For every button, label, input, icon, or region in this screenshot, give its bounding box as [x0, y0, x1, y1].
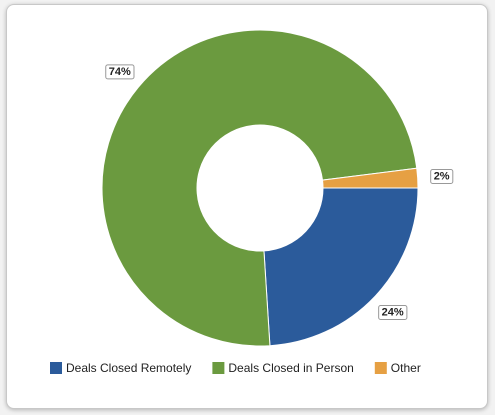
data-label: 74% [105, 64, 135, 80]
donut-slice [321, 167, 419, 189]
data-label-text: 2% [434, 170, 450, 182]
legend-swatch [50, 362, 62, 374]
data-label: 2% [430, 168, 454, 184]
data-label-box [378, 304, 408, 320]
legend-swatch [374, 362, 387, 374]
data-label-text: 24% [382, 306, 404, 318]
data-label-box [430, 168, 454, 184]
legend-label: Other [391, 361, 421, 375]
data-label-text: 74% [109, 66, 131, 78]
donut-slice [263, 187, 419, 347]
legend-swatch [212, 362, 225, 374]
data-label: 24% [378, 304, 408, 320]
legend-label: Deals Closed Remotely [66, 361, 191, 375]
donut-slice [101, 29, 418, 347]
legend-label: Deals Closed in Person [228, 361, 353, 375]
data-label-box [105, 64, 135, 80]
